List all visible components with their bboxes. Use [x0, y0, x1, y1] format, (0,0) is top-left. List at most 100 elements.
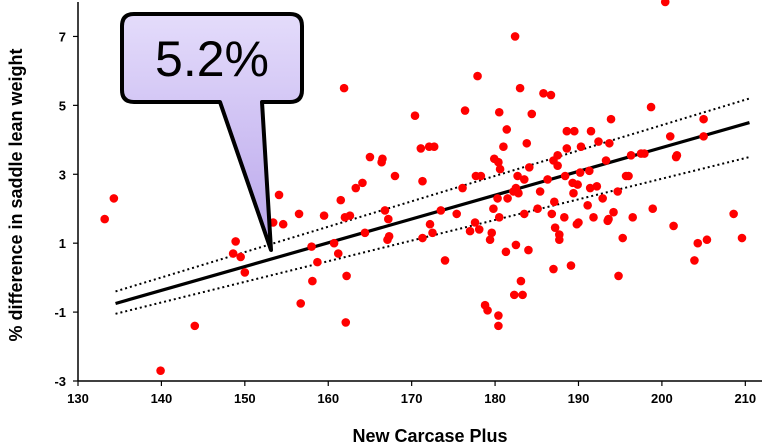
data-point — [598, 194, 607, 203]
data-point — [307, 242, 316, 251]
data-point — [384, 214, 393, 224]
x-axis-title: New Carcase Plus — [352, 426, 507, 446]
data-point — [648, 204, 658, 214]
x-ticks: 130 140 150 160 170 180 190 200 210 — [67, 381, 756, 406]
data-point — [672, 151, 682, 160]
data-point — [425, 219, 435, 229]
data-point — [573, 180, 582, 189]
data-point — [609, 207, 618, 217]
data-point — [553, 151, 562, 160]
data-point — [546, 90, 556, 100]
data-point — [518, 290, 527, 300]
data-point — [539, 89, 548, 98]
data-point — [365, 152, 375, 162]
y-tick-label: 3 — [59, 167, 66, 182]
data-point — [737, 233, 747, 243]
data-point — [333, 249, 343, 258]
data-point — [549, 264, 558, 274]
data-point — [494, 321, 503, 331]
data-point — [342, 271, 351, 281]
data-point — [729, 209, 738, 219]
data-point — [693, 238, 703, 248]
callout-bubble — [120, 12, 304, 252]
data-point — [511, 240, 521, 250]
data-point — [569, 188, 578, 198]
data-point — [341, 318, 351, 327]
data-point — [380, 206, 390, 215]
data-point — [543, 175, 552, 184]
data-point — [604, 214, 613, 224]
x-tick-label: 140 — [151, 391, 173, 406]
data-point — [665, 132, 675, 141]
data-point — [624, 171, 633, 181]
data-point — [418, 176, 427, 186]
data-point — [384, 231, 394, 241]
y-ticks: -3 -1 1 3 5 7 — [54, 29, 78, 389]
data-point — [156, 366, 165, 375]
data-point — [514, 188, 523, 198]
data-point — [319, 211, 329, 220]
data-point — [547, 209, 557, 219]
data-point — [553, 161, 562, 170]
data-point — [487, 228, 497, 238]
data-point — [294, 209, 304, 219]
data-point — [329, 238, 339, 248]
data-point — [458, 183, 467, 193]
x-tick-label: 180 — [484, 391, 506, 406]
data-point — [605, 138, 614, 148]
data-point — [515, 83, 525, 93]
data-point — [339, 83, 349, 93]
data-point — [502, 125, 512, 134]
data-point — [524, 245, 533, 255]
x-tick-label: 190 — [568, 391, 590, 406]
data-point — [519, 209, 529, 219]
data-point — [351, 183, 361, 193]
data-point — [516, 276, 526, 286]
data-point — [440, 256, 450, 265]
data-point — [519, 175, 529, 184]
data-point — [429, 142, 439, 152]
x-tick-label: 170 — [401, 391, 423, 406]
data-point — [594, 137, 603, 146]
data-point — [476, 171, 486, 181]
data-point — [489, 204, 498, 214]
y-tick-label: 5 — [59, 98, 66, 113]
data-point — [576, 142, 586, 152]
data-point — [228, 249, 238, 258]
data-point — [483, 306, 492, 315]
data-point — [589, 213, 598, 222]
data-point — [100, 214, 109, 224]
data-point — [574, 218, 583, 227]
data-point — [550, 223, 560, 232]
data-point — [509, 290, 519, 300]
data-point — [699, 132, 708, 141]
data-point — [560, 213, 569, 222]
data-point — [190, 321, 200, 331]
data-point — [494, 157, 503, 167]
data-point — [618, 233, 627, 243]
data-point — [485, 235, 495, 245]
data-point — [646, 102, 656, 112]
data-point — [503, 194, 512, 203]
data-point — [460, 106, 470, 115]
data-point — [336, 195, 346, 205]
x-tick-label: 150 — [234, 391, 256, 406]
data-point — [560, 171, 570, 181]
y-tick-label: -3 — [54, 374, 66, 389]
x-tick-label: 130 — [67, 391, 89, 406]
data-point — [428, 228, 437, 238]
data-point — [562, 144, 572, 153]
data-point — [345, 211, 355, 220]
data-point — [570, 126, 579, 136]
y-axis-title: % difference in saddle lean weight — [6, 48, 26, 341]
data-point — [358, 178, 367, 188]
data-point — [524, 163, 534, 172]
data-point — [583, 200, 592, 210]
data-point — [494, 107, 504, 117]
data-point — [452, 209, 462, 219]
data-point — [613, 187, 622, 196]
data-point — [240, 268, 250, 277]
data-point — [473, 71, 482, 81]
data-point — [390, 171, 400, 181]
data-point — [278, 219, 288, 229]
